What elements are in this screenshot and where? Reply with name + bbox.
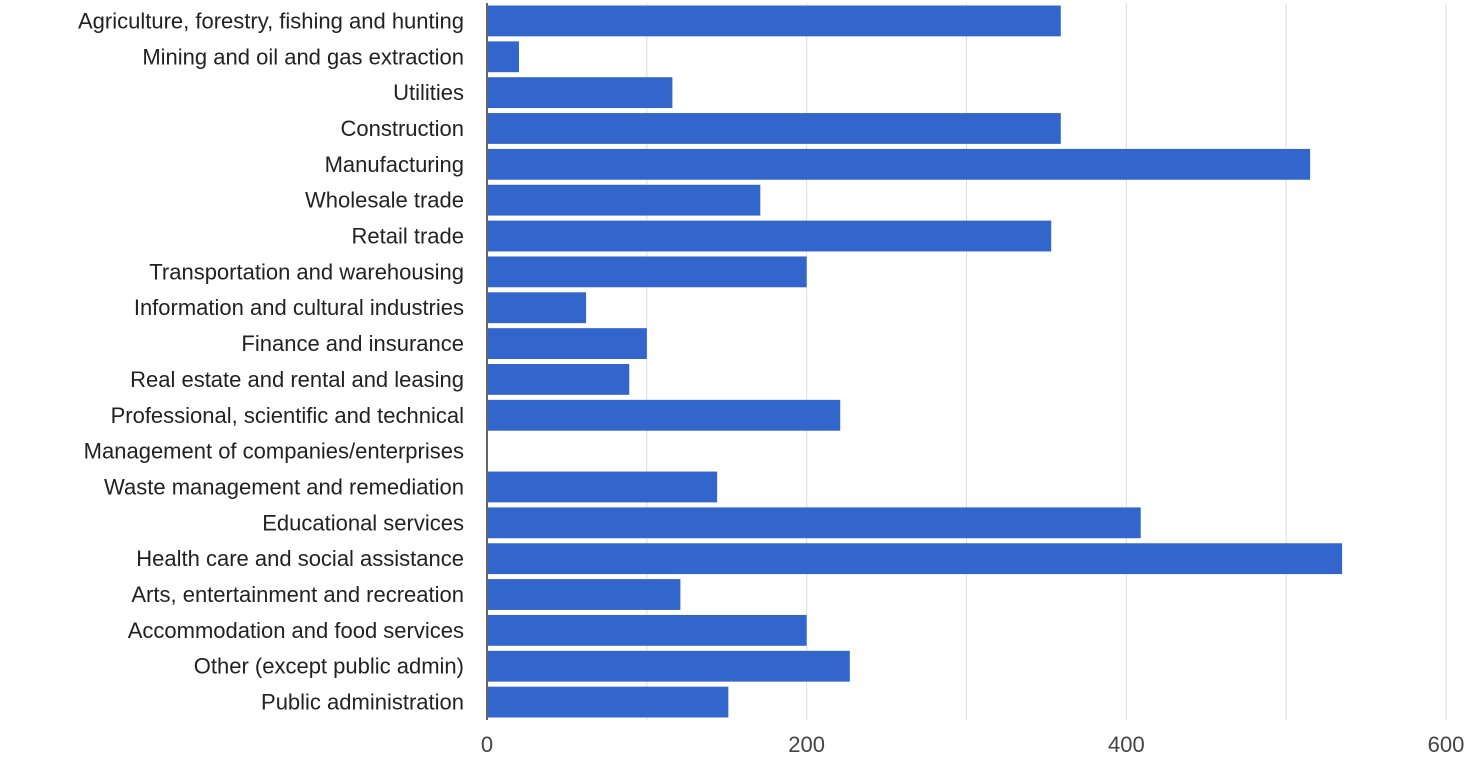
category-label: Utilities [393,80,464,105]
bar [488,256,807,288]
x-tick-label: 600 [1428,732,1465,757]
bar [488,328,647,359]
bar [488,5,1061,37]
category-label: Educational services [262,510,464,535]
bar [488,471,718,503]
category-label: Transportation and warehousing [149,259,464,284]
bar [488,41,519,73]
category-labels: Agriculture, forestry, fishing and hunti… [78,8,464,714]
category-label: Wholesale trade [305,188,464,213]
bar [488,364,630,395]
x-tick-label: 200 [788,732,825,757]
category-label: Waste management and remediation [104,474,464,499]
category-label: Public administration [261,690,464,715]
category-label: Agriculture, forestry, fishing and hunti… [78,8,464,33]
bar [488,113,1061,144]
category-label: Health care and social assistance [136,546,464,571]
category-label: Other (except public admin) [194,654,464,679]
x-axis-ticks: 0 200 400 600 [481,732,1464,757]
bar [488,399,841,431]
category-label: Manufacturing [325,152,464,177]
category-label: Construction [340,116,464,141]
gridlines [646,3,1447,720]
category-label: Retail trade [351,224,464,249]
bar [488,77,673,109]
bar [488,543,1343,575]
category-label: Accommodation and food services [128,618,464,643]
category-label: Professional, scientific and technical [111,403,464,428]
bars [488,5,1343,718]
bar [488,686,729,718]
bar [488,184,761,216]
category-label: Mining and oil and gas extraction [142,44,464,69]
category-label: Information and cultural industries [134,295,464,320]
bar [488,614,807,646]
bar [488,650,850,682]
category-label: Real estate and rental and leasing [130,367,464,392]
bar [488,507,1141,539]
bar [488,292,587,324]
bar [488,148,1311,180]
x-tick-label: 400 [1108,732,1145,757]
bar [488,220,1052,252]
x-tick-label: 0 [481,732,493,757]
category-label: Management of companies/enterprises [84,439,464,464]
category-label: Arts, entertainment and recreation [131,582,464,607]
category-label: Finance and insurance [241,331,464,356]
bar [488,579,681,610]
